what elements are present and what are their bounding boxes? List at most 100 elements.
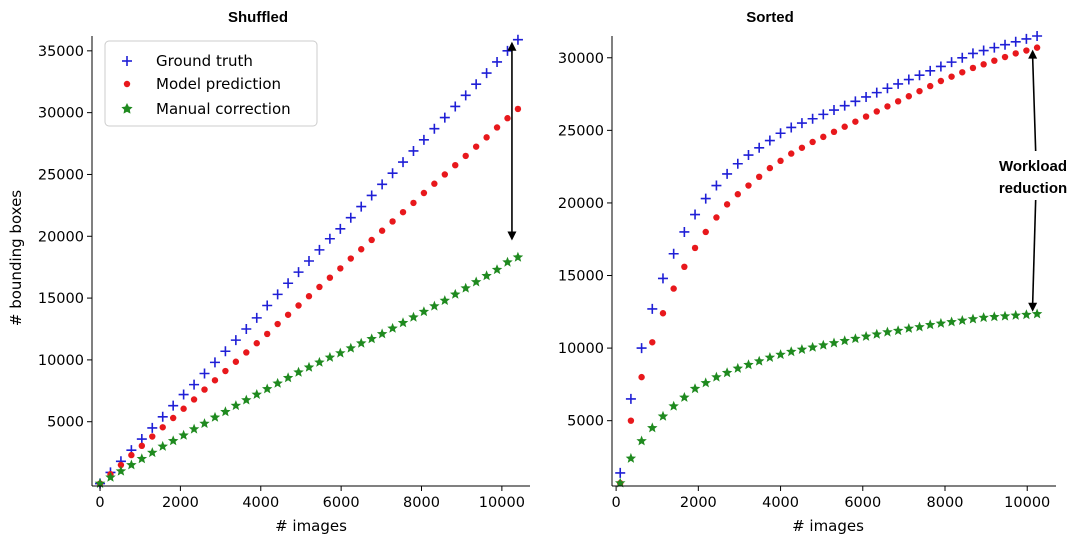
shuffled-ground-truth-point (168, 400, 179, 411)
shuffled-manual-correction-point (408, 311, 419, 322)
shuffled-model-prediction-point (305, 293, 313, 300)
legend-label-manual-correction: Manual correction (156, 100, 291, 118)
sorted-model-prediction-point (649, 339, 656, 346)
sorted-x-tick-label: 4000 (762, 495, 799, 511)
sorted-workload-arrow-down-head (1028, 302, 1038, 312)
shuffled-ground-truth-point (303, 256, 314, 266)
sorted-model-prediction-point (670, 285, 677, 292)
shuffled-model-prediction-point (337, 265, 344, 272)
shuffled-manual-correction-point (324, 351, 336, 362)
shuffled-manual-correction-point (251, 389, 262, 399)
shuffled-ground-truth-point (418, 134, 429, 145)
shuffled-manual-correction-point (136, 453, 148, 464)
shuffled-model-prediction-point (243, 349, 250, 356)
shuffled-ground-truth-point (136, 434, 147, 445)
shuffled-model-prediction-point (253, 340, 260, 347)
sorted-model-prediction-point (681, 263, 688, 271)
sorted-ground-truth-point (743, 150, 754, 161)
workload-reduction-annotation-line1: Workload (999, 158, 1067, 175)
shuffled-manual-correction-point (241, 394, 252, 405)
shuffled-manual-correction-point (220, 406, 231, 417)
shuffled-model-prediction-point (159, 424, 166, 431)
shuffled-ground-truth-point (251, 312, 262, 323)
shuffled-manual-correction-point (376, 328, 388, 339)
shuffled-manual-correction-point (209, 411, 221, 422)
sorted-manual-correction-point (914, 321, 925, 332)
sorted-model-prediction-point (798, 144, 806, 151)
shuffled-ground-truth-point (439, 112, 450, 123)
sorted-y-tick-label: 20000 (558, 196, 604, 212)
legend-label-ground-truth: Ground truth (156, 52, 253, 70)
sorted-manual-correction-point (818, 339, 829, 350)
shuffled-model-prediction-point (190, 396, 198, 403)
shuffled-y-tick-label: 20000 (38, 229, 84, 245)
shuffled-workload-arrow-head-top (507, 41, 517, 51)
sorted-x-tick-label: 0 (611, 495, 620, 511)
sorted-manual-correction-point (786, 346, 797, 357)
shuffled-ground-truth-point (262, 300, 273, 311)
shuffled-model-prediction-point (169, 414, 177, 422)
sorted-ground-truth-point (1010, 36, 1021, 47)
sorted-manual-correction-point (775, 349, 786, 360)
sorted-model-prediction-point (980, 61, 987, 68)
shuffled-plot-area (94, 34, 524, 489)
shuffled-workload-arrow-head-bottom (507, 231, 517, 241)
shuffled-model-prediction-point (201, 386, 208, 393)
sorted-manual-correction-point (796, 344, 808, 354)
sorted-manual-correction-point (999, 310, 1011, 321)
sorted-manual-correction-point (636, 435, 647, 446)
shuffled-model-prediction-point (358, 246, 365, 253)
sorted-x-tick-label: 8000 (927, 495, 964, 511)
shuffled-manual-correction-point (105, 471, 116, 482)
sorted-ground-truth-point (957, 52, 968, 63)
sorted-ground-truth-point (903, 74, 914, 85)
sorted-model-prediction-point (873, 108, 880, 115)
sorted-ground-truth-point (636, 343, 647, 354)
sorted-ground-truth-point (700, 193, 711, 204)
sorted-ground-truth-point (893, 78, 904, 89)
sorted-manual-correction-point (882, 326, 893, 337)
shuffled-model-prediction-point (326, 274, 334, 281)
sorted-model-prediction-point (1033, 44, 1041, 51)
legend-marker-ground-truth (122, 56, 132, 66)
sorted-model-prediction-point (745, 182, 752, 189)
sorted-ground-truth-point (775, 128, 786, 139)
shuffled-manual-correction-point (397, 317, 409, 328)
sorted-y-tick-label: 5000 (567, 414, 604, 430)
shuffled-x-tick-label: 6000 (323, 495, 360, 511)
shuffled-manual-correction-point (126, 459, 137, 470)
sorted-model-prediction-point (894, 98, 902, 105)
sorted-manual-correction-point (1031, 308, 1043, 319)
shuffled-model-prediction-point (504, 115, 511, 122)
shuffled-model-prediction-point (284, 311, 292, 318)
shuffled-manual-correction-point (345, 342, 356, 353)
shuffled-x-tick-label: 0 (95, 495, 104, 511)
shuffled-ground-truth-point (502, 45, 513, 56)
shuffled-manual-correction-point (387, 322, 398, 333)
sorted-ground-truth-point (850, 96, 861, 107)
sorted-manual-correction-point (935, 317, 947, 328)
shuffled-manual-correction-point (282, 372, 294, 383)
shuffled-model-prediction-point (232, 358, 240, 365)
sorted-model-prediction-point (723, 201, 731, 208)
shuffled-manual-correction-point (94, 478, 106, 488)
sorted-ground-truth-point (786, 122, 797, 133)
sorted-manual-correction-point (700, 377, 711, 388)
sorted-manual-correction-point (615, 477, 626, 488)
sorted-model-prediction-point (755, 173, 763, 181)
sorted-ground-truth-point (679, 226, 690, 237)
legend-marker-manual-correction (121, 103, 133, 114)
shuffled-manual-correction-point (272, 377, 283, 388)
sorted-ground-truth-point (711, 180, 722, 191)
shuffled-model-prediction-point (493, 124, 501, 131)
shuffled-manual-correction-point (450, 288, 461, 299)
shuffled-model-prediction-point (472, 143, 480, 150)
shuffled-manual-correction-point (491, 264, 503, 275)
sorted-manual-correction-point (946, 316, 957, 327)
sorted-y-tick-label: 25000 (558, 123, 604, 139)
sorted-manual-correction-point (957, 315, 968, 325)
sorted-model-prediction-point (713, 214, 720, 221)
sorted-ground-truth-point (925, 65, 936, 76)
shuffled-manual-correction-point (188, 423, 200, 434)
shuffled-y-axis-label: # bounding boxes (7, 190, 25, 326)
